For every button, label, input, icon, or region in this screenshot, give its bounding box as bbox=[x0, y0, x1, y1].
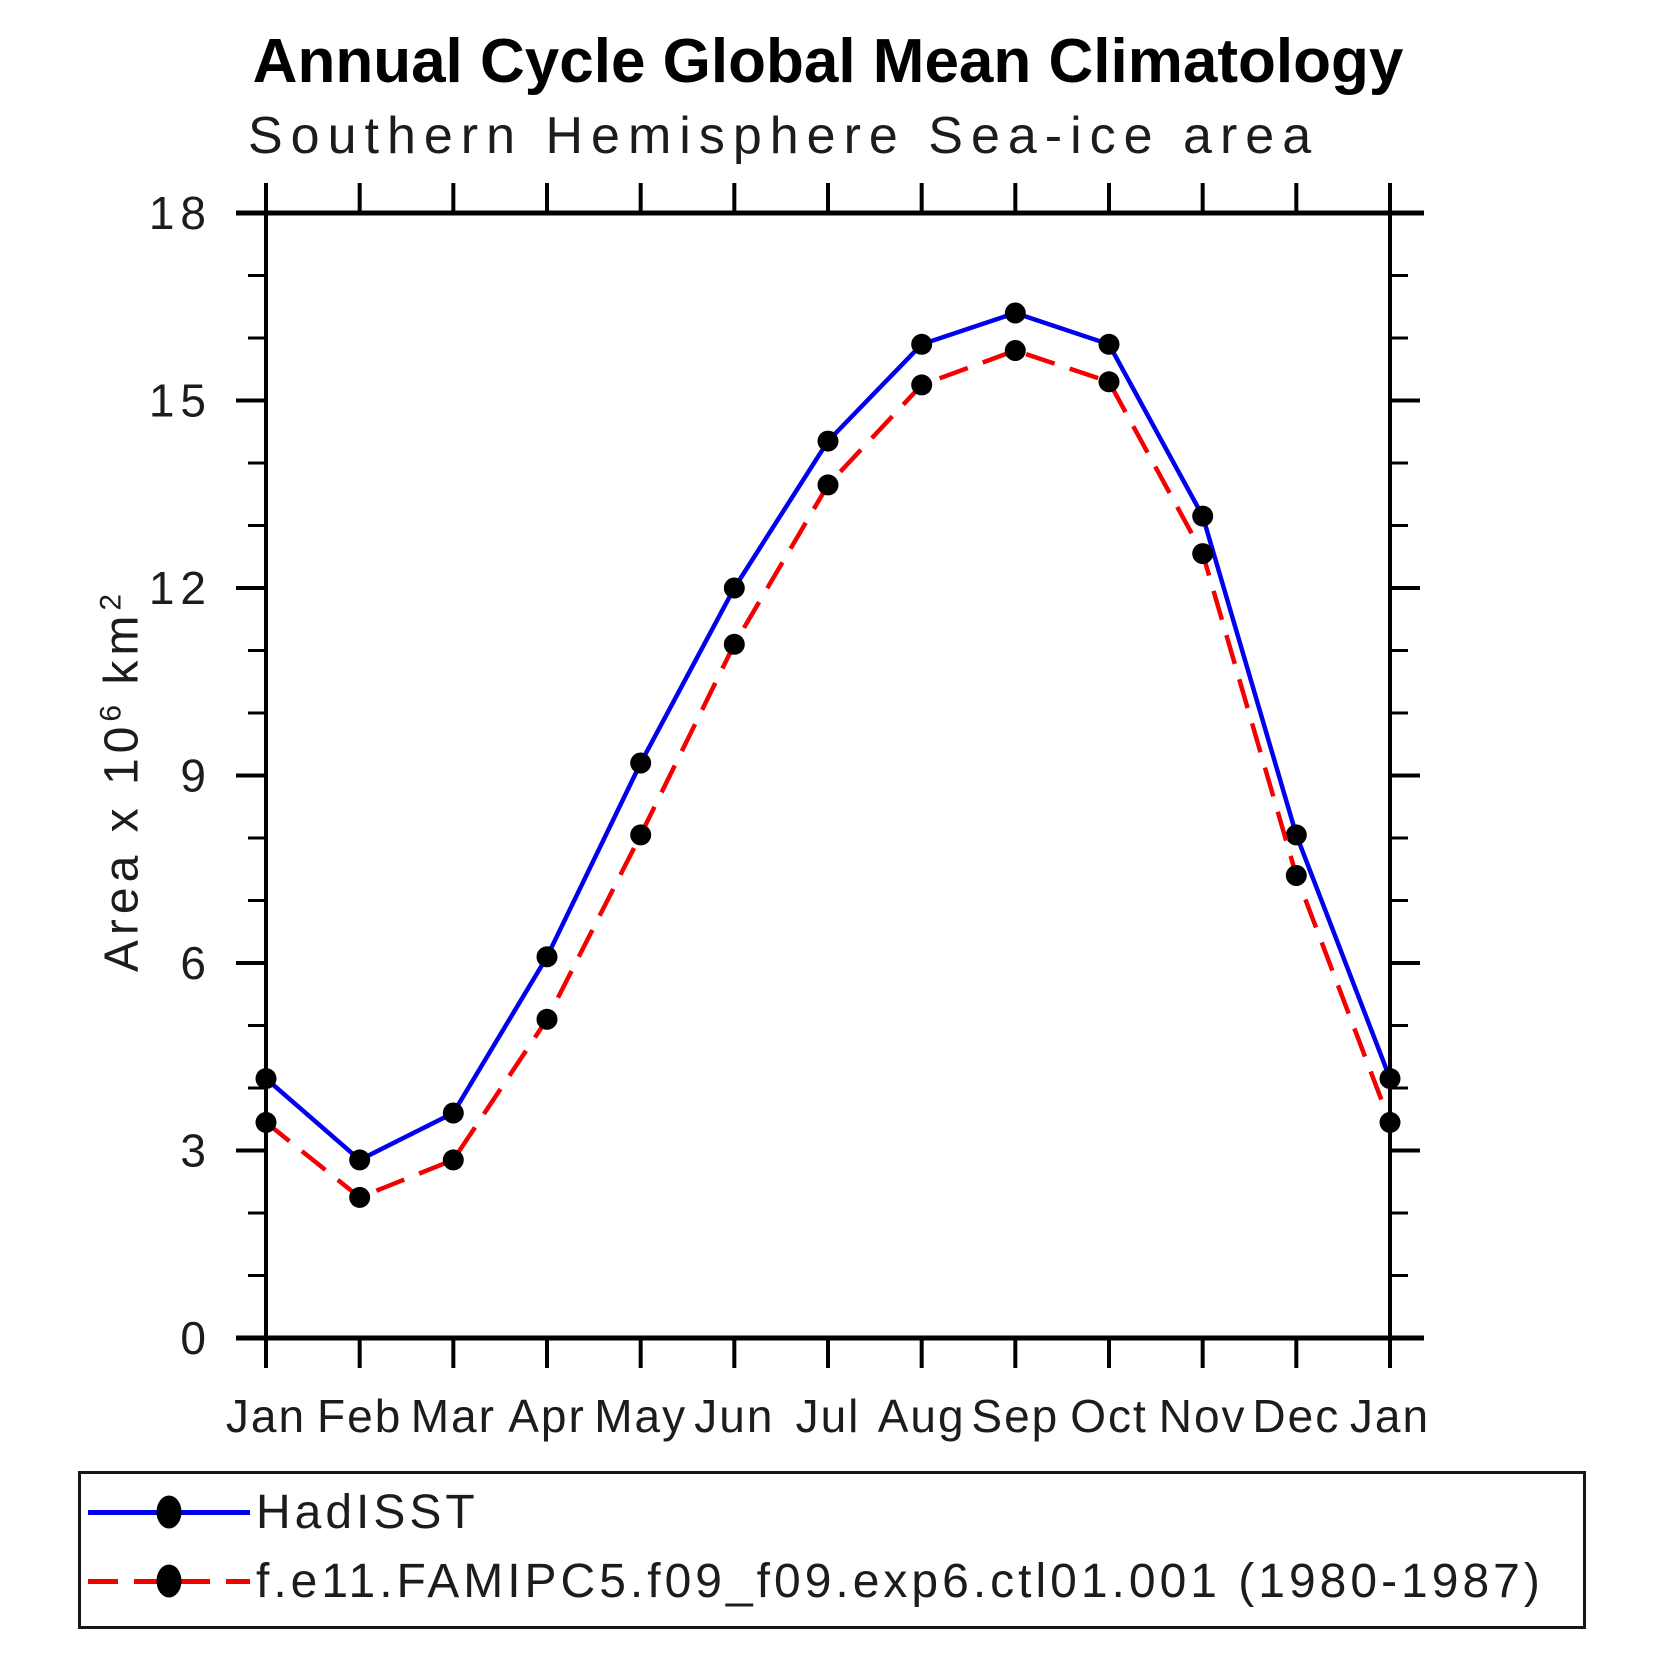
x-tick-label: Nov bbox=[1159, 1390, 1247, 1442]
y-tick-label: 6 bbox=[180, 937, 212, 989]
x-tick-label: Jan bbox=[226, 1390, 306, 1442]
x-tick-label: Jun bbox=[694, 1390, 774, 1442]
data-point-marker bbox=[1285, 865, 1307, 886]
x-tick-label: Apr bbox=[508, 1390, 586, 1442]
data-point-marker bbox=[1098, 371, 1120, 393]
data-point-marker bbox=[349, 1149, 371, 1171]
y-tick-label: 18 bbox=[149, 187, 212, 239]
data-point-marker bbox=[1004, 340, 1026, 361]
data-point-marker bbox=[723, 577, 745, 599]
data-point-marker bbox=[1285, 824, 1307, 846]
data-point-marker bbox=[255, 1068, 277, 1090]
legend-line-sample-solid bbox=[88, 1495, 250, 1529]
data-point-marker bbox=[817, 474, 839, 496]
data-point-marker bbox=[630, 752, 652, 774]
y-tick-label: 12 bbox=[149, 562, 212, 614]
legend-line-sample-dashed bbox=[88, 1564, 250, 1598]
data-point-marker bbox=[536, 1008, 558, 1030]
x-tick-label: Oct bbox=[1070, 1390, 1148, 1442]
legend-item-label: HadISST bbox=[256, 1485, 479, 1539]
y-tick-label: 0 bbox=[180, 1312, 212, 1364]
legend-marker-icon bbox=[156, 1564, 182, 1598]
data-point-marker bbox=[442, 1102, 464, 1124]
x-tick-label: Dec bbox=[1252, 1390, 1340, 1442]
x-tick-label: Sep bbox=[971, 1390, 1059, 1442]
chart-title: Annual Cycle Global Mean Climatology bbox=[252, 27, 1404, 96]
x-tick-label: Jul bbox=[796, 1390, 861, 1442]
x-tick-label: May bbox=[594, 1390, 687, 1442]
data-point-marker bbox=[1098, 333, 1120, 355]
legend: HadISST f.e11.FAMIPC5.f09_f09.exp6.ctl01… bbox=[78, 1471, 1586, 1629]
y-tick-label: 3 bbox=[180, 1125, 212, 1177]
data-point-marker bbox=[817, 430, 839, 452]
data-point-marker bbox=[630, 824, 652, 846]
data-point-marker bbox=[1004, 302, 1026, 324]
x-tick-label: Aug bbox=[878, 1390, 966, 1442]
legend-item-label: f.e11.FAMIPC5.f09_f09.exp6.ctl01.001 (19… bbox=[256, 1554, 1544, 1608]
data-point-marker bbox=[723, 633, 745, 655]
data-point-marker bbox=[1379, 1111, 1401, 1133]
data-point-marker bbox=[1379, 1068, 1401, 1090]
y-tick-label: 15 bbox=[149, 375, 212, 427]
legend-marker-icon bbox=[156, 1495, 182, 1529]
data-point-marker bbox=[911, 374, 933, 396]
data-point-marker bbox=[911, 333, 933, 355]
x-tick-label: Jan bbox=[1350, 1390, 1430, 1442]
data-point-marker bbox=[442, 1149, 464, 1171]
data-point-marker bbox=[536, 946, 558, 968]
x-tick-label: Feb bbox=[317, 1390, 402, 1442]
chart-subtitle: Southern Hemisphere Sea-ice area bbox=[248, 107, 1320, 165]
y-tick-label: 9 bbox=[180, 750, 212, 802]
x-tick-label: Mar bbox=[411, 1390, 496, 1442]
data-point-marker bbox=[349, 1186, 371, 1208]
data-point-marker bbox=[1192, 505, 1214, 527]
data-point-marker bbox=[255, 1111, 277, 1133]
data-point-marker bbox=[1192, 543, 1214, 565]
